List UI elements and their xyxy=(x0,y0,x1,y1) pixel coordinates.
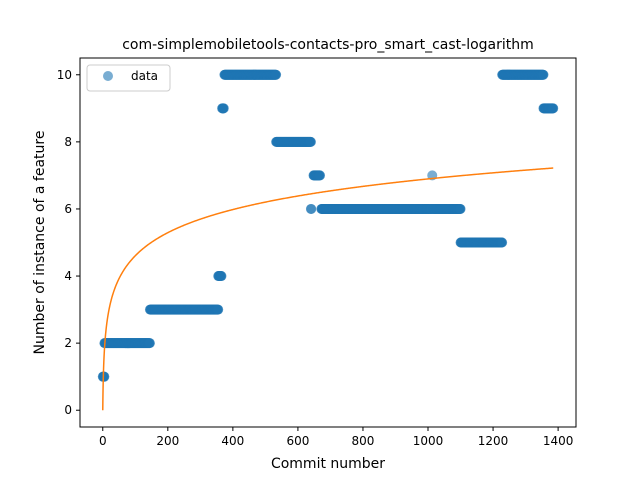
y-tick-label: 0 xyxy=(64,403,72,417)
data-point xyxy=(271,69,282,80)
data-point xyxy=(144,338,155,349)
legend-label-data: data xyxy=(131,69,158,83)
y-tick-label: 4 xyxy=(64,269,72,283)
x-tick-label: 1400 xyxy=(543,434,574,448)
y-tick-label: 10 xyxy=(57,68,72,82)
y-tick-label: 6 xyxy=(64,202,72,216)
data-point xyxy=(305,136,316,147)
data-point xyxy=(315,170,326,181)
x-tick-label: 800 xyxy=(352,434,375,448)
y-axis: 0 2 4 6 8 10 xyxy=(57,68,80,417)
data-point xyxy=(306,203,317,214)
plot-frame xyxy=(79,57,577,428)
data-point xyxy=(216,271,227,282)
x-axis-label: Commit number xyxy=(271,456,385,472)
x-tick-label: 1000 xyxy=(413,434,444,448)
x-tick-label: 0 xyxy=(99,434,107,448)
x-tick-label: 400 xyxy=(221,434,244,448)
y-tick-label: 2 xyxy=(64,336,72,350)
data-point xyxy=(455,203,466,214)
x-tick-label: 200 xyxy=(156,434,179,448)
data-point xyxy=(218,103,229,114)
data-point xyxy=(548,103,559,114)
x-tick-label: 600 xyxy=(286,434,309,448)
x-axis: 0 200 400 600 800 1000 1200 1400 xyxy=(99,427,573,448)
legend-marker-data xyxy=(103,71,113,81)
y-tick-label: 8 xyxy=(64,135,72,149)
data-point xyxy=(497,237,508,248)
chart-title: com-simplemobiletools-contacts-pro_smart… xyxy=(122,37,534,53)
data-point xyxy=(213,304,224,315)
fit-line xyxy=(102,167,554,411)
plot-area xyxy=(97,69,559,411)
data-point xyxy=(538,69,549,80)
legend: data xyxy=(86,64,171,92)
y-axis-label: Number of instance of a feature xyxy=(32,131,48,355)
data-point xyxy=(99,371,110,382)
x-tick-label: 1200 xyxy=(478,434,509,448)
